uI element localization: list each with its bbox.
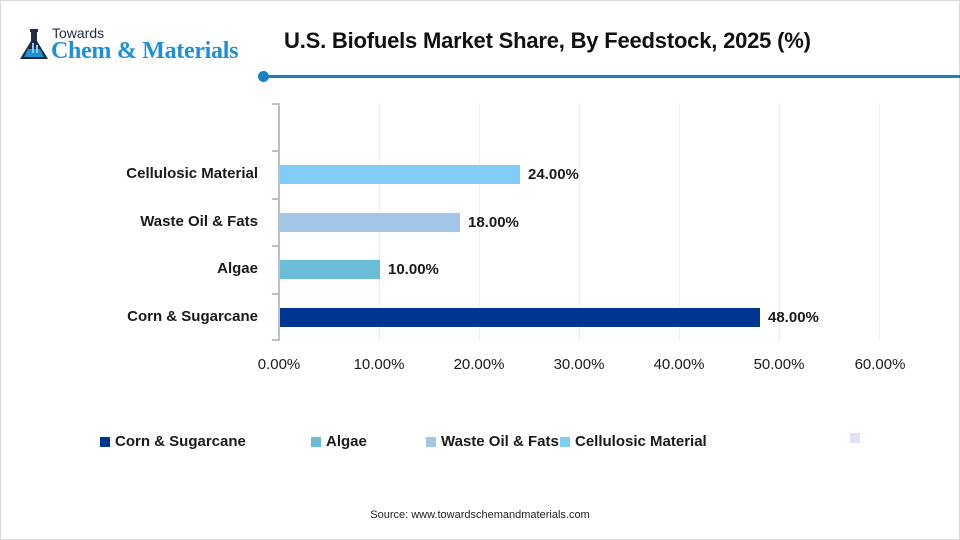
y-axis: [278, 103, 280, 341]
y-tick: [272, 245, 279, 247]
flask-icon: [20, 29, 48, 59]
gridline: [479, 103, 480, 341]
bar-waste-oil-fats[interactable]: [280, 213, 460, 232]
y-tick: [272, 198, 279, 200]
bar-corn-sugarcane[interactable]: [280, 308, 760, 327]
y-tick: [272, 293, 279, 295]
legend-item-waste-oil-fats[interactable]: Waste Oil & Fats: [426, 433, 559, 450]
legend-label: Waste Oil & Fats: [441, 433, 559, 450]
x-tick-label: 30.00%: [553, 356, 605, 373]
gridline: [579, 103, 580, 341]
category-label: Cellulosic Material: [126, 165, 258, 182]
chart-title: U.S. Biofuels Market Share, By Feedstock…: [284, 28, 811, 53]
title-rule: [264, 75, 960, 78]
legend-swatch: [100, 436, 110, 447]
value-label: 18.00%: [468, 214, 519, 231]
y-tick: [272, 339, 279, 341]
legend-item-corn-sugarcane[interactable]: Corn & Sugarcane: [100, 433, 246, 450]
brand-small-text: Towards: [52, 25, 105, 41]
legend-swatch: [560, 436, 570, 447]
value-label: 48.00%: [768, 309, 819, 326]
y-tick: [272, 103, 279, 105]
source-note: Source: www.towardschemandmaterials.com: [370, 509, 590, 521]
category-label: Waste Oil & Fats: [140, 213, 258, 230]
title-rule-dot: [258, 71, 269, 82]
x-tick-label: 50.00%: [753, 356, 805, 373]
legend-label: Algae: [326, 433, 367, 450]
x-tick-label: 10.00%: [353, 356, 405, 373]
value-label: 10.00%: [388, 261, 439, 278]
category-label: Corn & Sugarcane: [127, 308, 258, 325]
gridline: [679, 103, 680, 341]
category-label: Algae: [217, 260, 258, 277]
legend-swatch: [426, 436, 436, 447]
legend-swatch: [311, 436, 321, 447]
x-tick-label: 40.00%: [653, 356, 705, 373]
bar-cellulosic-material[interactable]: [280, 165, 520, 184]
y-tick: [272, 150, 279, 152]
brand-logo: Towards Chem & Materials: [17, 23, 257, 67]
legend-item-algae[interactable]: Algae: [311, 433, 367, 450]
legend-label: Corn & Sugarcane: [115, 433, 246, 450]
x-tick-label: 0.00%: [257, 356, 301, 373]
brand-main-text: Chem & Materials: [51, 38, 239, 64]
legend-label: Cellulosic Material: [575, 433, 707, 450]
x-tick-label: 60.00%: [854, 356, 906, 373]
legend-item-cellulosic-material[interactable]: Cellulosic Material: [560, 433, 707, 450]
legend-item-empty[interactable]: [850, 433, 865, 443]
value-label: 24.00%: [528, 166, 579, 183]
gridline: [779, 103, 780, 341]
x-tick-label: 20.00%: [453, 356, 505, 373]
legend-swatch: [850, 433, 860, 443]
bar-algae[interactable]: [280, 260, 380, 279]
gridline: [879, 103, 880, 341]
